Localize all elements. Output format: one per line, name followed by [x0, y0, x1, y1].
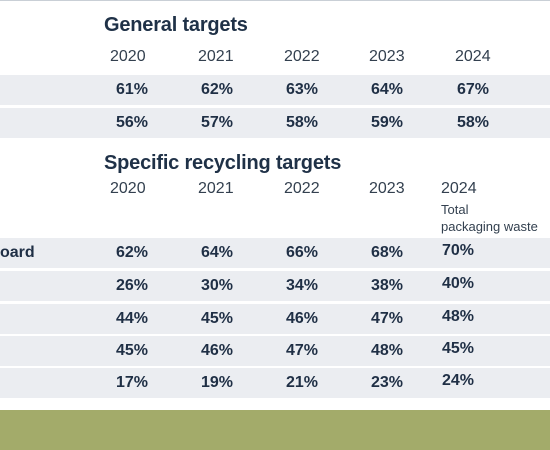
table-cell: 45%: [442, 340, 475, 357]
table-cell: 64%: [201, 244, 234, 261]
table-cell: 46%: [286, 310, 319, 327]
table-cell: 19%: [201, 374, 234, 391]
table-cell: 57%: [201, 114, 234, 131]
specific-year-2021: 2021: [198, 180, 234, 197]
table-cell: 34%: [286, 277, 319, 294]
table-cell: 23%: [371, 374, 404, 391]
general-year-2024: 2024: [455, 48, 491, 65]
specific-row-4: 45% 46% 47% 48% 45%: [0, 336, 550, 366]
table-cell: 67%: [457, 81, 490, 98]
table-cell: 40%: [442, 275, 475, 292]
table-cell: 62%: [201, 81, 234, 98]
row-label: oard: [0, 244, 35, 261]
table-cell: 62%: [116, 244, 149, 261]
table-cell: 48%: [442, 308, 475, 325]
specific-row-3: 44% 45% 46% 47% 48%: [0, 304, 550, 334]
table-cell: 45%: [201, 310, 234, 327]
table-cell: 46%: [201, 342, 234, 359]
general-row-2: 56% 57% 58% 59% 58%: [0, 108, 550, 138]
table-cell: 59%: [371, 114, 404, 131]
specific-year-2022: 2022: [284, 180, 320, 197]
general-row-1: 61% 62% 63% 64% 67%: [0, 75, 550, 105]
table-cell: 30%: [201, 277, 234, 294]
table-cell: 17%: [116, 374, 149, 391]
table-cell: 70%: [442, 242, 475, 259]
specific-row-1: oard 62% 64% 66% 68% 70%: [0, 238, 550, 268]
general-targets-title: General targets: [104, 14, 248, 36]
table-cell: 47%: [286, 342, 319, 359]
table-cell: 66%: [286, 244, 319, 261]
note-line-packaging: packaging waste: [441, 219, 538, 234]
footer-bar: [0, 410, 550, 450]
table-cell: 44%: [116, 310, 149, 327]
specific-row-5: 17% 19% 21% 23% 24%: [0, 368, 550, 398]
top-divider: [0, 0, 550, 1]
general-year-2020: 2020: [110, 48, 146, 65]
table-cell: 58%: [286, 114, 319, 131]
specific-targets-title: Specific recycling targets: [104, 152, 342, 174]
table-cell: 68%: [371, 244, 404, 261]
general-year-2022: 2022: [284, 48, 320, 65]
table-cell: 48%: [371, 342, 404, 359]
specific-year-2023: 2023: [369, 180, 405, 197]
table-cell: 26%: [116, 277, 149, 294]
table-cell: 58%: [457, 114, 490, 131]
table-cell: 45%: [116, 342, 149, 359]
table-cell: 47%: [371, 310, 404, 327]
note-line-total: Total: [441, 202, 469, 217]
table-cell: 61%: [116, 81, 149, 98]
table-cell: 64%: [371, 81, 404, 98]
table-cell: 24%: [442, 372, 475, 389]
specific-year-2024: 2024: [441, 180, 477, 197]
general-year-2023: 2023: [369, 48, 405, 65]
table-cell: 38%: [371, 277, 404, 294]
specific-year-2020: 2020: [110, 180, 146, 197]
table-cell: 21%: [286, 374, 319, 391]
table-cell: 56%: [116, 114, 149, 131]
year-2024-note: Total packaging waste: [441, 201, 538, 235]
specific-row-2: 26% 30% 34% 38% 40%: [0, 271, 550, 301]
table-cell: 63%: [286, 81, 319, 98]
general-year-2021: 2021: [198, 48, 234, 65]
